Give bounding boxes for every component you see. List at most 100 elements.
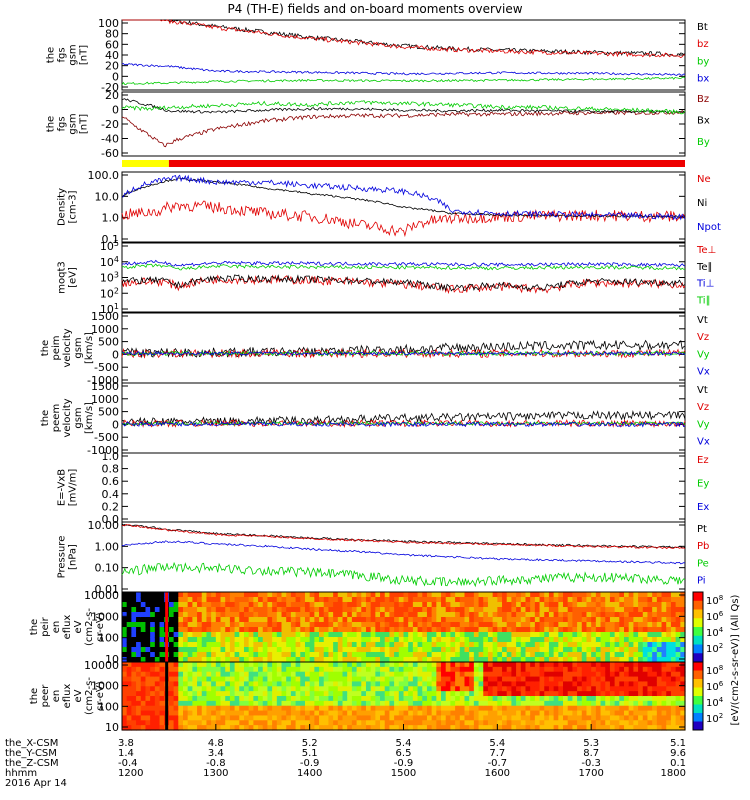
ephemeris-value: 8.7 bbox=[583, 748, 599, 759]
y-axis-label-peer: sr-eV) bbox=[95, 681, 106, 710]
colorbar-swatch bbox=[693, 635, 703, 645]
y-tick-label-peer: 10 bbox=[105, 721, 119, 734]
quality-segment bbox=[168, 160, 685, 167]
y-tick-label-density: 10.0 bbox=[95, 190, 120, 203]
legend-fgs-by: by bbox=[697, 56, 709, 67]
legend-pressure-Pb: Pb bbox=[697, 541, 709, 552]
colorbar-tick-label: 106 bbox=[706, 610, 724, 623]
legend-density-Ni: Ni bbox=[697, 198, 707, 209]
colorbar-swatch bbox=[693, 721, 703, 731]
legend-pressure-Pi: Pi bbox=[697, 575, 706, 586]
y-tick-label-peir: 10 bbox=[105, 653, 119, 666]
panel-density: 100.0 10.0 1.0 0.1 Density [cm-3] Ne Ni Npot bbox=[57, 169, 721, 246]
series-peimv-Vx bbox=[121, 350, 686, 356]
y-axis-label-efield: E=-VxB bbox=[57, 469, 68, 506]
y-tick-label-peer: 10000 bbox=[84, 659, 119, 672]
y-tick-label-density: 100.0 bbox=[88, 169, 120, 182]
ephemeris-value: 1600 bbox=[485, 768, 510, 779]
legend-peimv-Vy: Vy bbox=[697, 349, 710, 360]
colorbar-swatch bbox=[693, 618, 703, 628]
quality-bar bbox=[122, 160, 685, 167]
legend-density-Npot: Npot bbox=[697, 222, 721, 233]
ephemeris-label: the_Y-CSM bbox=[5, 748, 57, 759]
ephemeris-value: 1700 bbox=[578, 768, 603, 779]
colorbar-swatch bbox=[693, 644, 703, 654]
y-axis-label-peer: the bbox=[29, 688, 40, 704]
y-tick-label-peimv: 1000 bbox=[91, 323, 119, 336]
date-label: 2016 Apr 14 bbox=[5, 778, 67, 789]
legend-temp-Ti⊥: Ti⊥ bbox=[696, 279, 714, 290]
y-axis-label-fgm: the bbox=[46, 116, 57, 132]
legend-temp-Te⊥: Te⊥ bbox=[696, 245, 716, 256]
y-tick-label-fgs: -20 bbox=[101, 81, 119, 94]
y-axis-label-peemv: velocity bbox=[62, 398, 73, 437]
y-tick-label-efield: 0.0 bbox=[102, 513, 120, 526]
series-density-Npot bbox=[121, 174, 686, 221]
ephemeris-value: 7.7 bbox=[489, 748, 505, 759]
y-axis-label-fgm: fgs bbox=[57, 116, 68, 131]
panel-frame-density bbox=[121, 171, 686, 243]
ephemeris-value: 1800 bbox=[661, 768, 686, 779]
ephemeris-value: 5.3 bbox=[583, 738, 599, 749]
y-tick-label-efield: 0.4 bbox=[102, 488, 120, 501]
y-axis-label-peemv: [km/s] bbox=[84, 402, 95, 434]
legend-temp-Te∥: Te∥ bbox=[696, 262, 713, 273]
ephemeris-value: 6.5 bbox=[396, 748, 412, 759]
series-fgm-By bbox=[121, 100, 686, 115]
ephemeris-value: -0.3 bbox=[581, 758, 601, 769]
ephemeris-value: -0.9 bbox=[300, 758, 320, 769]
series-peemv-Vy bbox=[121, 420, 686, 426]
y-tick-label-peer: 100 bbox=[98, 700, 119, 713]
ephemeris-label: the_Z-CSM bbox=[5, 758, 59, 769]
colorbars-group: 108 106 104 102 108 106 104 102 [eV/(cm2-s-sr-eV… bbox=[692, 591, 741, 731]
series-pressure-Pb bbox=[121, 523, 686, 550]
panel-peer: 10000 1000 100 10 the peer en eflux eV (cm2-s-sr-… bbox=[29, 659, 686, 734]
y-axis-label-peemv: peem bbox=[51, 404, 62, 432]
ephemeris-value: 1.4 bbox=[118, 748, 134, 759]
y-axis-label-peer: en bbox=[51, 690, 62, 703]
y-axis-label-peer: (cm2-s- bbox=[84, 677, 95, 715]
y-tick-label-fgs: 40 bbox=[105, 49, 119, 62]
x-axis-ephemeris: the_X-CSM 3.8 4.8 5.2 5.4 5.4 5.3 5.1 the_Y-CSM 1… bbox=[5, 724, 686, 779]
ephemeris-value: 1500 bbox=[391, 768, 416, 779]
legend-pressure-Pe: Pe bbox=[697, 558, 709, 569]
y-axis-label-peimv: gsm bbox=[73, 337, 84, 358]
y-axis-label-peir: peir bbox=[40, 616, 51, 636]
y-tick-label-fgm: 20 bbox=[105, 89, 119, 102]
panel-frame-fgm bbox=[121, 91, 686, 157]
y-tick-label-pressure: 0.10 bbox=[95, 562, 120, 575]
series-fgm-Bx bbox=[121, 98, 686, 115]
series-temp-Te∥ bbox=[121, 274, 686, 292]
legend-fgm-Bx: Bx bbox=[697, 116, 710, 127]
y-axis-label-peer: eV bbox=[73, 689, 84, 702]
legend-peemv-Vz: Vz bbox=[697, 402, 709, 413]
series-pressure-Pe bbox=[121, 561, 686, 588]
y-tick-label-density: 0.1 bbox=[102, 233, 120, 246]
colorbar-tick-label: 108 bbox=[706, 664, 723, 677]
y-tick-label-peemv: -500 bbox=[94, 431, 119, 444]
series-fgs-by bbox=[121, 76, 686, 85]
colorbar-swatch bbox=[693, 653, 703, 663]
panel-frame-efield bbox=[121, 452, 686, 523]
y-tick-label-peir: 10000 bbox=[84, 589, 119, 602]
legend-fgs-Bt: Bt bbox=[697, 22, 708, 33]
legend-fgs-bx: bx bbox=[697, 73, 709, 84]
quality-segment bbox=[122, 160, 169, 167]
y-axis-label-peer: eflux bbox=[62, 684, 73, 709]
y-axis-label-efield: [mV/m] bbox=[68, 469, 79, 507]
ephemeris-value: 5.2 bbox=[302, 738, 318, 749]
y-tick-label-fgs: 20 bbox=[105, 60, 119, 73]
legend-density-Ne: Ne bbox=[697, 174, 711, 185]
ephemeris-value: 0.1 bbox=[670, 758, 686, 769]
y-tick-label-fgm: -40 bbox=[101, 133, 119, 146]
y-tick-label-fgs: 0 bbox=[112, 70, 119, 83]
colorbar-tick-label: 104 bbox=[706, 696, 724, 709]
y-tick-label-temp: 103 bbox=[100, 271, 119, 285]
ephemeris-label: the_X-CSM bbox=[5, 738, 58, 749]
colorbar-tick-label: 102 bbox=[706, 642, 723, 655]
legend-peimv-Vx: Vx bbox=[697, 366, 710, 377]
series-temp-Ti⊥ bbox=[121, 259, 686, 268]
